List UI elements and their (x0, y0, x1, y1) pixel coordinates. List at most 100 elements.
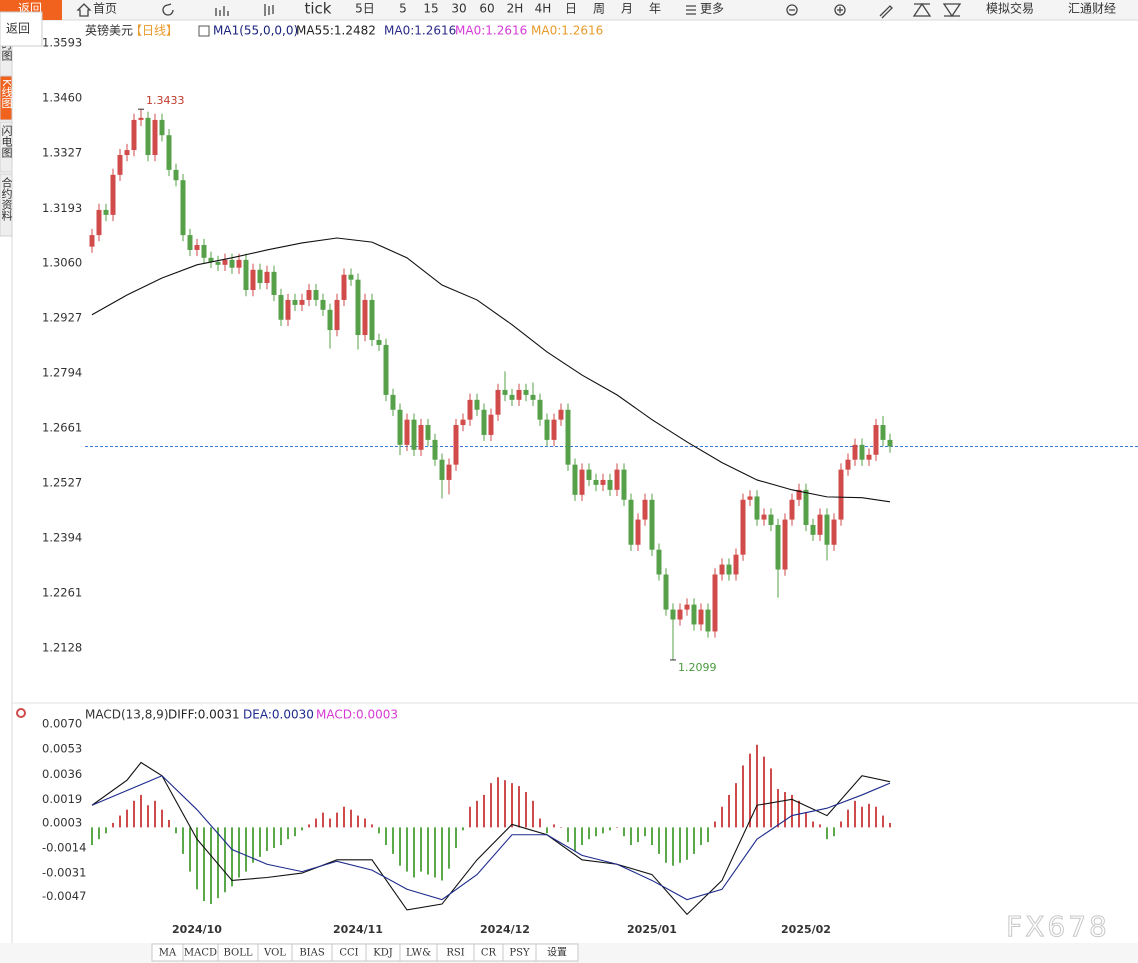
toolbar-item[interactable]: 模拟交易 (986, 1, 1034, 16)
candle-body (866, 454, 872, 460)
macd-bar (630, 827, 632, 846)
toolbar-item[interactable]: 4H (535, 2, 552, 16)
macd-bar (434, 827, 436, 878)
candle-body (173, 169, 179, 181)
toolbar-icon[interactable] (786, 4, 798, 16)
indicator-tab-label[interactable]: RSI (446, 948, 464, 959)
macd-bar (182, 827, 184, 854)
y-tick-label: 1.2128 (42, 640, 82, 654)
candle-body (425, 425, 431, 440)
y-tick-label: 0.0019 (42, 792, 82, 806)
toolbar-item[interactable]: 5 (399, 2, 407, 16)
indicator-tab-label[interactable]: VOL (263, 948, 286, 959)
indicator-tab-label[interactable]: BOLL (223, 948, 252, 959)
macd-bar (364, 818, 366, 828)
side-tab[interactable] (0, 121, 13, 173)
candle-body (271, 271, 277, 295)
toolbar-item[interactable]: 日 (565, 2, 577, 16)
toolbar-icon[interactable] (215, 6, 229, 16)
x-tick-label: 2024/10 (172, 923, 222, 936)
candle-body (719, 564, 725, 575)
macd-bar (210, 827, 212, 905)
macd-bar (644, 827, 646, 837)
macd-bar (567, 827, 569, 843)
toolbar-item[interactable]: 5日 (355, 2, 375, 16)
side-tab[interactable] (0, 173, 13, 237)
macd-bar (497, 777, 499, 828)
candle-body (404, 419, 410, 445)
candle-body (96, 209, 102, 236)
candle-body (201, 245, 207, 258)
toolbar-icon[interactable] (942, 3, 962, 18)
candle-body (313, 290, 319, 300)
indicator-tab-label[interactable]: MACD (184, 948, 217, 959)
watermark: FX678 (1006, 910, 1110, 943)
toolbar-item[interactable]: 15 (423, 2, 438, 16)
indicator-tab-label[interactable]: CCI (339, 948, 358, 959)
toolbar-item[interactable]: 汇通财经 (1068, 2, 1116, 16)
candle-body (796, 489, 802, 500)
toolbar-item[interactable]: 周 (593, 2, 605, 16)
candle-body (299, 299, 305, 305)
macd-bar (560, 827, 562, 828)
popup-text[interactable]: 返回 (6, 22, 30, 36)
candle-body (789, 499, 795, 520)
candle-body (803, 489, 809, 525)
candle-body (187, 235, 193, 250)
candle-body (747, 496, 753, 500)
toolbar-icon[interactable] (879, 5, 893, 19)
candle-body (320, 299, 326, 310)
candle-body (887, 439, 893, 447)
candle-body (670, 609, 676, 620)
macd-bar (413, 827, 415, 878)
candle-body (565, 409, 571, 465)
macd-bar (308, 824, 310, 828)
settings-icon[interactable] (16, 708, 26, 718)
toolbar-item[interactable]: tick (305, 0, 332, 18)
toolbar-item[interactable]: 2H (507, 2, 524, 16)
indicator-tab-label[interactable]: PSY (509, 948, 530, 959)
macd-bar (266, 827, 268, 851)
toolbar-icon[interactable] (76, 3, 92, 17)
macd-bar (287, 827, 289, 840)
y-tick-label: 1.3193 (42, 201, 82, 215)
toolbar-icon[interactable] (264, 4, 274, 16)
toolbar-item[interactable]: 更多 (700, 2, 724, 16)
toolbar-item[interactable]: 60 (479, 2, 494, 16)
y-tick-label: 1.2794 (42, 366, 82, 380)
toolbar-icon[interactable] (162, 3, 174, 16)
side-tab-label[interactable]: 合约资料 (0, 176, 13, 222)
toolbar-item[interactable]: 首页 (93, 2, 117, 16)
indicator-tab-label[interactable]: BIAS (299, 948, 325, 959)
candle-body (607, 479, 613, 490)
toolbar-item[interactable]: 30 (451, 2, 466, 16)
y-tick-label: 0.0053 (42, 742, 82, 756)
candle-body (306, 290, 312, 300)
toolbar-item[interactable]: 年 (649, 2, 661, 16)
candle-body (649, 499, 655, 550)
toolbar-icon[interactable] (834, 4, 846, 16)
macd-bar (189, 827, 191, 872)
side-tab-label[interactable]: 闪电图 (0, 124, 13, 159)
macd-bar (462, 827, 464, 831)
side-tab[interactable] (0, 75, 13, 121)
macd-bar (700, 827, 702, 846)
side-tab-label[interactable]: K线图 (0, 79, 13, 109)
indicator-tab-label[interactable]: MA (159, 948, 177, 959)
candle-body (327, 309, 333, 331)
candle-body (411, 419, 417, 450)
toolbar-icon[interactable] (686, 5, 696, 15)
indicator-tab-label[interactable]: KDJ (373, 948, 393, 959)
candle-body (614, 469, 620, 490)
macd-bar (763, 756, 765, 828)
toolbar-icon[interactable] (912, 2, 932, 17)
indicator-tab-label[interactable]: 设置 (547, 947, 567, 959)
toolbar-item[interactable]: 月 (621, 2, 633, 16)
indicator-tab-label[interactable]: LW& (406, 948, 431, 959)
macd-bar (329, 818, 331, 828)
candle-body (194, 245, 200, 250)
candle-body (684, 604, 690, 610)
indicator-tab[interactable] (535, 943, 579, 962)
indicator-tab-label[interactable]: CR (481, 948, 497, 959)
candle-body (103, 209, 109, 215)
